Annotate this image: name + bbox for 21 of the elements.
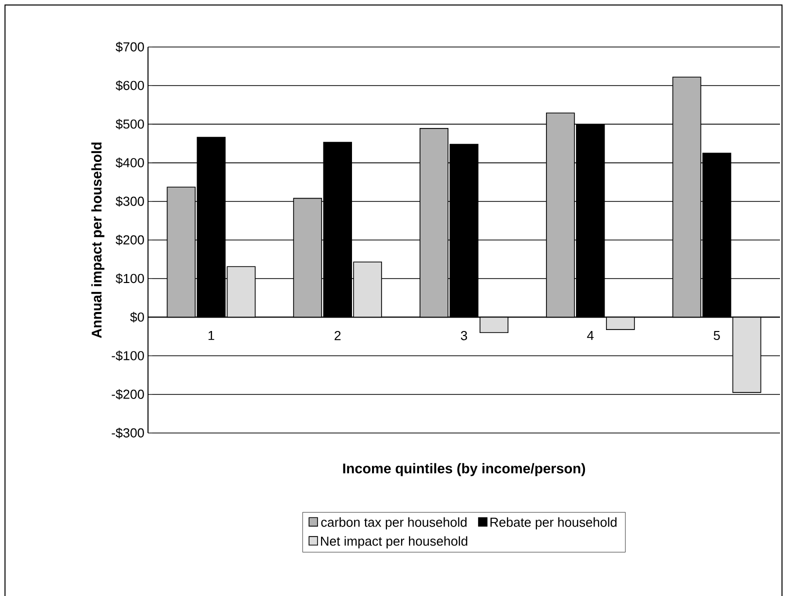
y-tick-label: $200 — [116, 234, 144, 246]
x-tick-label: 3 — [460, 330, 468, 340]
y-tick-label: $400 — [116, 158, 144, 168]
legend-label: carbon tax per household — [321, 517, 467, 530]
y-axis-title: Annual impact per household — [91, 142, 104, 338]
x-tick-label: 1 — [208, 330, 214, 340]
y-tick-label: $0 — [130, 312, 144, 322]
y-tick-label: -$200 — [112, 389, 144, 400]
y-tick-label: -$300 — [112, 428, 144, 438]
x-axis-title: Income quintiles (by income/person) — [343, 463, 586, 476]
x-tick-label: 2 — [334, 330, 341, 340]
y-tick-label: $300 — [116, 196, 144, 207]
y-tick-label: $700 — [116, 42, 144, 52]
y-tick-label: $600 — [116, 80, 144, 91]
legend-label: Rebate per household — [490, 517, 617, 530]
x-tick-label: 4 — [587, 330, 594, 340]
y-tick-label: $500 — [116, 118, 144, 130]
legend-label: Net impact per household — [321, 536, 468, 548]
x-tick-label: 5 — [714, 330, 720, 340]
y-tick-label: $100 — [116, 273, 144, 284]
y-tick-label: -$100 — [112, 350, 144, 362]
